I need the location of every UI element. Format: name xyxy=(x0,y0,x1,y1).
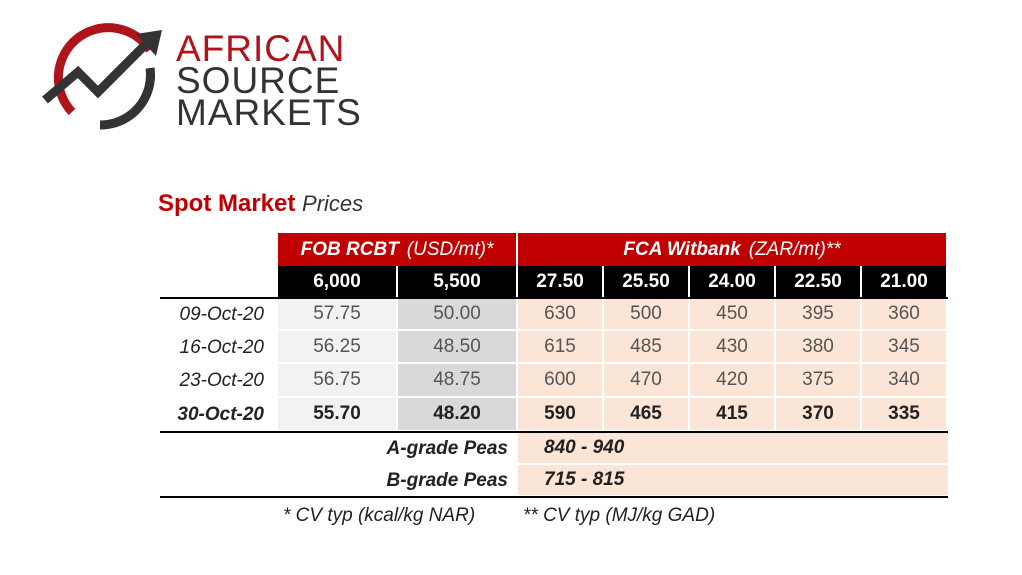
date-cell: 23-Oct-20 xyxy=(179,370,264,391)
column-header: 21.00 xyxy=(862,266,948,298)
group-name: FOB RCBT xyxy=(300,238,399,260)
date-cell: 30-Oct-20 xyxy=(177,404,264,425)
footnote: ** CV typ (MJ/kg GAD) xyxy=(523,505,716,526)
price-cell: 615 xyxy=(518,331,604,364)
column-header: 22.50 xyxy=(776,266,862,298)
title: Spot Market Prices xyxy=(158,190,363,218)
peas-price: 840 - 940 xyxy=(518,432,948,465)
price-cell: 340 xyxy=(862,364,948,398)
group-header: FOB RCBT (USD/mt)* xyxy=(278,233,518,266)
price-cell: 430 xyxy=(690,331,776,364)
title-main: Spot Market xyxy=(158,190,296,217)
column-header: 24.00 xyxy=(690,266,776,298)
price-cell: 380 xyxy=(776,331,862,364)
peas-price: 715 - 815 xyxy=(518,465,948,497)
price-cell: 48.50 xyxy=(398,331,518,364)
peas-label: B-grade Peas xyxy=(386,470,508,491)
column-header: 25.50 xyxy=(604,266,690,298)
group-unit: (USD/mt)* xyxy=(406,238,494,260)
date-cell: 16-Oct-20 xyxy=(179,336,264,358)
rule xyxy=(160,496,948,498)
price-cell: 56.25 xyxy=(278,331,398,364)
price-cell: 375 xyxy=(776,364,862,398)
group-name: FCA Witbank xyxy=(623,238,741,260)
price-cell: 360 xyxy=(862,298,948,331)
column-header: 27.50 xyxy=(518,266,604,298)
date-cell: 09-Oct-20 xyxy=(179,303,264,325)
price-cell: 48.75 xyxy=(398,364,518,398)
price-cell: 56.75 xyxy=(278,364,398,398)
price-cell: 395 xyxy=(776,298,862,331)
logo-text: SOURCE xyxy=(176,60,341,101)
peas-label: A-grade Peas xyxy=(386,437,508,459)
price-cell: 420 xyxy=(690,364,776,398)
price-cell: 57.75 xyxy=(278,298,398,331)
rule xyxy=(160,297,948,299)
column-header: 6,000 xyxy=(278,266,398,298)
price-cell: 600 xyxy=(518,364,604,398)
group-header: FCA Witbank (ZAR/mt)** xyxy=(518,233,948,266)
price-cell: 470 xyxy=(604,364,690,398)
price-cell: 465 xyxy=(604,398,690,432)
price-cell: 370 xyxy=(776,398,862,432)
logo-mark xyxy=(42,23,162,130)
price-cell: 500 xyxy=(604,298,690,331)
price-cell: 50.00 xyxy=(398,298,518,331)
logo-text: AFRICAN xyxy=(176,28,346,69)
rule xyxy=(160,431,948,433)
price-cell: 415 xyxy=(690,398,776,432)
price-cell: 335 xyxy=(862,398,948,432)
title-sub: Prices xyxy=(302,191,364,216)
column-header: 5,500 xyxy=(398,266,518,298)
price-cell: 485 xyxy=(604,331,690,364)
logo-text: MARKETS xyxy=(176,92,362,133)
group-unit: (ZAR/mt)** xyxy=(748,238,841,260)
price-cell: 55.70 xyxy=(278,398,398,432)
price-cell: 345 xyxy=(862,331,948,364)
price-cell: 48.20 xyxy=(398,398,518,432)
price-cell: 630 xyxy=(518,298,604,331)
price-cell: 450 xyxy=(690,298,776,331)
footnote: * CV typ (kcal/kg NAR) xyxy=(283,505,476,526)
price-cell: 590 xyxy=(518,398,604,432)
